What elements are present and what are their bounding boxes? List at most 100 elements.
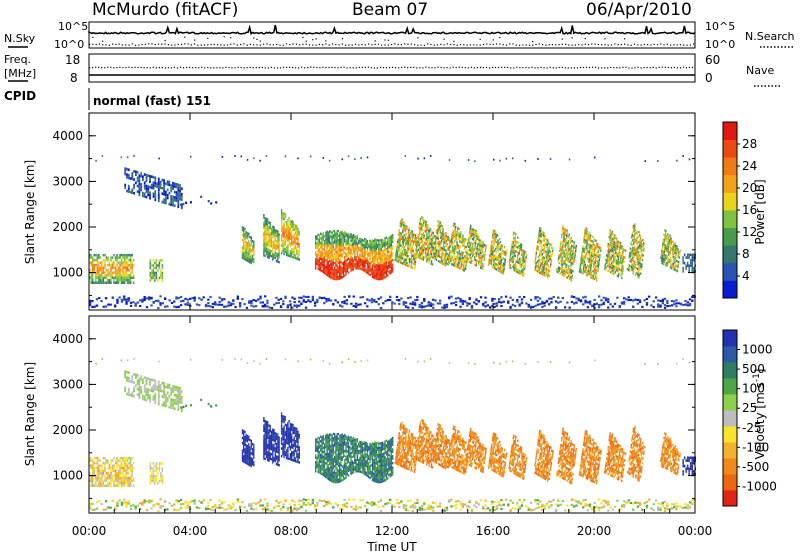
power-echo-cell — [561, 263, 564, 267]
power-echo-cell — [397, 248, 399, 251]
power-echo-cell — [454, 304, 458, 307]
power-echo-cell — [282, 229, 284, 233]
power-echo-cell — [548, 249, 550, 253]
power-echo-cell — [542, 258, 544, 261]
power-echo-cell — [317, 249, 319, 252]
power-echo-cell — [564, 228, 566, 231]
power-echo-cell — [637, 235, 639, 238]
power-echo-cell — [406, 225, 408, 228]
power-echo-cell — [493, 297, 496, 300]
power-echo-cell — [244, 257, 246, 261]
power-echo-cell — [243, 239, 245, 243]
power-echo-cell — [132, 276, 135, 279]
power-echo-cell — [388, 255, 390, 258]
power-echo-cell — [387, 237, 389, 241]
power-echo-cell — [110, 271, 112, 274]
power-echo-cell — [131, 271, 133, 274]
power-echo-cell — [179, 195, 181, 198]
power-echo-cell — [322, 238, 324, 242]
nsearch-point — [397, 43, 399, 46]
power-echo-cell — [126, 156, 129, 159]
power-echo-cell — [177, 205, 180, 209]
power-echo-cell — [611, 232, 613, 235]
power-echo-cell — [264, 239, 266, 243]
power-echo-cell — [468, 302, 471, 305]
power-echo-cell — [98, 263, 100, 267]
power-echo-cell — [441, 262, 443, 265]
power-echo-cell — [342, 236, 345, 239]
power-echo-cell — [471, 235, 473, 238]
power-echo-cell — [639, 239, 641, 242]
nsearch-point — [118, 43, 120, 45]
power-echo-cell — [443, 258, 445, 261]
power-echo-cell — [589, 261, 592, 264]
power-echo-cell — [295, 306, 299, 309]
power-echo-cell — [143, 173, 146, 176]
power-echo-cell — [610, 259, 612, 262]
power-echo-cell — [116, 256, 118, 259]
nsearch-point — [207, 44, 209, 46]
power-echo-cell — [588, 260, 591, 264]
power-echo-cell — [529, 298, 533, 301]
power-echo-cell — [635, 249, 638, 252]
power-echo-cell — [477, 300, 480, 303]
power-echo-cell — [321, 235, 323, 238]
power-echo-cell — [402, 233, 405, 236]
power-echo-cell — [418, 303, 421, 306]
power-echo-cell — [645, 301, 649, 304]
power-echo-cell — [657, 303, 660, 306]
power-echo-cell — [387, 267, 389, 270]
power-echo-cell — [166, 196, 169, 200]
power-echo-cell — [352, 243, 355, 246]
power-echo-cell — [560, 236, 563, 239]
power-echo-cell — [518, 269, 521, 272]
power-echo-cell — [93, 266, 95, 269]
power-echo-cell — [542, 266, 544, 269]
power-echo-cell — [351, 239, 353, 242]
power-echo-cell — [447, 263, 449, 266]
power-echo-cell — [261, 301, 264, 304]
power-echo-cell — [645, 297, 649, 300]
power-echo-cell — [691, 295, 694, 298]
nsearch-point — [637, 44, 639, 46]
power-echo-cell — [422, 248, 425, 252]
nsearch-point — [450, 43, 452, 45]
power-echo-cell — [333, 268, 336, 272]
nave-point — [376, 67, 378, 69]
power-echo-cell — [515, 232, 517, 236]
power-echo-cell — [636, 232, 639, 235]
power-echo-cell — [466, 254, 469, 257]
power-echo-cell — [175, 183, 178, 186]
power-echo-cell — [514, 239, 516, 243]
power-echo-cell — [608, 243, 611, 246]
power-echo-cell — [161, 259, 164, 262]
power-echo-cell — [184, 297, 187, 300]
power-echo-cell — [490, 260, 493, 263]
power-echo-cell — [564, 306, 567, 309]
power-echo-cell — [414, 253, 416, 256]
power-echo-cell — [491, 253, 494, 256]
power-echo-cell — [454, 245, 456, 248]
nsearch-point — [555, 44, 557, 46]
power-echo-cell — [351, 259, 353, 262]
power-echo-cell — [575, 301, 578, 304]
power-echo-cell — [609, 236, 612, 239]
power-echo-cell — [145, 190, 148, 193]
power-echo-cell — [449, 255, 451, 258]
power-echo-cell — [489, 261, 491, 265]
power-echo-cell — [522, 261, 524, 265]
nave-point — [479, 66, 482, 68]
power-echo-cell — [567, 252, 569, 255]
power-echo-cell — [453, 232, 456, 235]
power-echo-cell — [604, 268, 606, 271]
power-echo-cell — [587, 269, 589, 273]
power-echo-cell — [355, 242, 357, 245]
nave-point — [304, 67, 306, 69]
power-echo-cell — [91, 305, 94, 308]
power-echo-cell — [108, 271, 111, 274]
power-echo-cell — [133, 191, 135, 195]
power-echo-cell — [422, 236, 424, 239]
power-echo-cell — [559, 252, 562, 256]
power-echo-cell — [595, 254, 597, 257]
power-echo-cell — [143, 181, 146, 185]
